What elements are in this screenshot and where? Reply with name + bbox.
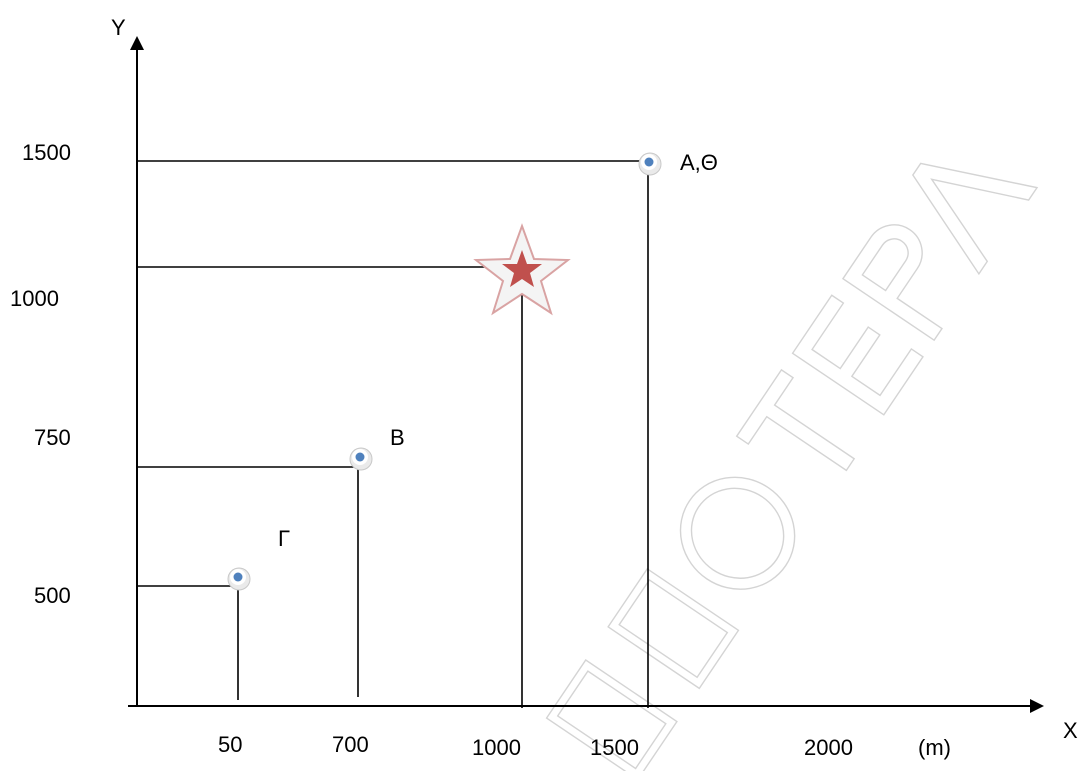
x-tick-label: 1000 [472,735,521,760]
point-a-theta: A,Θ [638,150,718,176]
point-gamma: Γ [227,526,290,591]
x-tick-label: 700 [332,732,369,757]
blue-dot-marker-icon [227,567,251,591]
blue-dot-marker-icon [638,152,662,176]
x-axis-unit: (m) [918,735,951,760]
red-star-marker-icon [473,223,571,316]
x-tick-label: 50 [218,732,242,757]
y-axis-label: Y [111,15,126,40]
x-axis [128,699,1044,713]
watermark [545,162,1039,771]
point-b: B [349,425,405,471]
y-tick-label: 1500 [22,140,71,165]
y-tick-label: 1000 [10,286,59,311]
x-tick-label: 1500 [590,735,639,760]
guide-lines [137,160,649,708]
x-axis-label: X [1063,718,1078,743]
y-tick-label: 750 [34,425,71,450]
blue-dot-marker-icon [349,447,373,471]
y-axis [130,36,144,706]
point-label: A,Θ [680,150,718,175]
point-label: Γ [278,526,290,551]
x-tick-label: 2000 [804,735,853,760]
point-label: B [390,425,405,450]
y-tick-label: 500 [34,583,71,608]
